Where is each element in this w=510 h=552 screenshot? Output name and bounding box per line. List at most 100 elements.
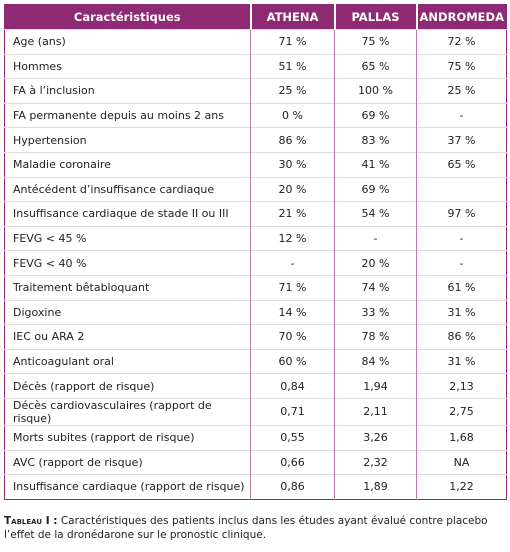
table-row: Age (ans) 71 % 75 % 72 % bbox=[4, 29, 507, 55]
row-label: FEVG < 45 % bbox=[4, 225, 251, 251]
table-row: Hommes 51 % 65 % 75 % bbox=[4, 53, 507, 79]
cell: - bbox=[416, 102, 507, 128]
table-row: FEVG < 45 % 12 % - - bbox=[4, 225, 507, 251]
row-label: Traitement bêtabloquant bbox=[4, 274, 251, 301]
table-body: Age (ans) 71 % 75 % 72 % Hommes 51 % 65 % 75 % F… bbox=[4, 29, 507, 500]
cell: 41 % bbox=[334, 151, 417, 178]
cell: 75 % bbox=[334, 29, 417, 55]
row-label: Maladie coronaire bbox=[4, 151, 251, 178]
cell: 84 % bbox=[334, 348, 417, 374]
cell: 37 % bbox=[416, 127, 507, 153]
cell: 65 % bbox=[334, 53, 417, 79]
table-row: FEVG < 40 % -20 % - bbox=[4, 250, 507, 276]
cell: 86 % bbox=[250, 127, 335, 153]
header-cell: ANDROMEDA bbox=[415, 4, 507, 30]
row-label: Morts subites (rapport de risque) bbox=[4, 424, 251, 450]
row-label: Anticoagulant oral bbox=[4, 348, 251, 374]
cell: 65 % bbox=[416, 151, 507, 178]
cell: 51 % bbox=[250, 53, 335, 79]
row-label: Hypertension bbox=[4, 127, 251, 153]
row-label: FA à l’inclusion bbox=[4, 78, 251, 104]
row-label: Hommes bbox=[4, 53, 251, 79]
row-label: Décès cardiovasculaires (rapport de risq… bbox=[4, 397, 251, 426]
table-row: Antécédent d’insuffisance cardiaque 20 % 6… bbox=[4, 176, 507, 202]
table-row: FA permanente depuis au moins 2 ans 0 % 69… bbox=[4, 102, 507, 128]
cell: 72 % bbox=[416, 29, 507, 55]
cell: - bbox=[416, 250, 507, 276]
cell: 54 % bbox=[334, 201, 417, 227]
cell: 0 % bbox=[250, 102, 335, 128]
cell: 1,94 bbox=[334, 373, 417, 399]
cell: 3,26 bbox=[334, 424, 417, 450]
cell: 69 % bbox=[334, 176, 417, 202]
cell: 74 % bbox=[334, 274, 417, 301]
cell: 31 % bbox=[416, 299, 507, 325]
caption-label: Tableau I : bbox=[4, 515, 58, 527]
cell: 61 % bbox=[416, 274, 507, 301]
row-label: Digoxine bbox=[4, 299, 251, 325]
row-label: FA permanente depuis au moins 2 ans bbox=[4, 102, 251, 128]
cell: 20 % bbox=[250, 176, 335, 202]
table-row: Insuffisance cardiaque de stade II ou II… bbox=[4, 201, 507, 227]
cell: 83 % bbox=[334, 127, 417, 153]
cell: 0,71 bbox=[250, 397, 335, 426]
cell: 70 % bbox=[250, 324, 335, 350]
caption-text: Caractéristiques des patients inclus dan… bbox=[4, 515, 488, 541]
caption: Tableau I : Caractéristiques des patient… bbox=[4, 514, 506, 542]
cell: 78 % bbox=[334, 324, 417, 350]
table: Caractéristiques ATHENA PALLAS ANDROMEDA Ag… bbox=[4, 4, 507, 500]
row-label: Antécédent d’insuffisance cardiaque bbox=[4, 176, 251, 202]
table-row: AVC (rapport de risque) 0,66 2,32 NA bbox=[4, 449, 507, 475]
cell: 2,13 bbox=[416, 373, 507, 399]
cell: 0,84 bbox=[250, 373, 335, 399]
cell: 25 % bbox=[250, 78, 335, 104]
cell: NA bbox=[416, 449, 507, 475]
cell: 1,89 bbox=[334, 474, 417, 500]
table-row: IEC ou ARA 2 70 % 78 % 86 % bbox=[4, 324, 507, 350]
cell: 31 % bbox=[416, 348, 507, 374]
cell: 20 % bbox=[334, 250, 417, 276]
cell: 97 % bbox=[416, 201, 507, 227]
table-row: Traitement bêtabloquant 71 % 74 % 61 % bbox=[4, 274, 507, 301]
row-label: Décès (rapport de risque) bbox=[4, 373, 251, 399]
cell: 0,86 bbox=[250, 474, 335, 500]
cell: 21 % bbox=[250, 201, 335, 227]
table-row: Digoxine 14 % 33 % 31 % bbox=[4, 299, 507, 325]
row-label: AVC (rapport de risque) bbox=[4, 449, 251, 475]
cell: 0,55 bbox=[250, 424, 335, 450]
cell: 75 % bbox=[416, 53, 507, 79]
table-row: Morts subites (rapport de risque) 0,55 3,2… bbox=[4, 424, 507, 450]
header-cell: Caractéristiques bbox=[4, 4, 251, 30]
row-label: Insuffisance cardiaque (rapport de risqu… bbox=[4, 474, 251, 500]
cell: 2,75 bbox=[416, 397, 507, 426]
row-label: Insuffisance cardiaque de stade II ou II… bbox=[4, 201, 251, 227]
header-row: Caractéristiques ATHENA PALLAS ANDROMEDA bbox=[4, 4, 507, 30]
cell: 2,32 bbox=[334, 449, 417, 475]
cell: 69 % bbox=[334, 102, 417, 128]
table-row: Décès (rapport de risque) 0,84 1,94 2,13 bbox=[4, 373, 507, 399]
cell: 1,68 bbox=[416, 424, 507, 450]
cell bbox=[416, 176, 507, 202]
cell: 86 % bbox=[416, 324, 507, 350]
table-row: Anticoagulant oral 60 % 84 % 31 % bbox=[4, 348, 507, 374]
cell: 30 % bbox=[250, 151, 335, 178]
cell: - bbox=[334, 225, 417, 251]
cell: 0,66 bbox=[250, 449, 335, 475]
cell: - bbox=[416, 225, 507, 251]
cell: 33 % bbox=[334, 299, 417, 325]
cell: 25 % bbox=[416, 78, 507, 104]
cell: 1,22 bbox=[416, 474, 507, 500]
header-cell: ATHENA bbox=[249, 4, 335, 30]
table-row: Maladie coronaire 30 % 41 % 65 % bbox=[4, 151, 507, 178]
header-cell: PALLAS bbox=[333, 4, 417, 30]
table-row: Insuffisance cardiaque (rapport de risqu… bbox=[4, 474, 507, 500]
row-label: Age (ans) bbox=[4, 29, 251, 55]
cell: 14 % bbox=[250, 299, 335, 325]
cell: 71 % bbox=[250, 29, 335, 55]
table-row: Décès cardiovasculaires (rapport de risq… bbox=[4, 397, 507, 426]
cell: - bbox=[250, 250, 335, 276]
cell: 71 % bbox=[250, 274, 335, 301]
cell: 100 % bbox=[334, 78, 417, 104]
table-row: FA à l’inclusion 25 % 100 % 25 % bbox=[4, 78, 507, 104]
table-wrap: Caractéristiques ATHENA PALLAS ANDROMEDA Ag… bbox=[4, 4, 507, 500]
